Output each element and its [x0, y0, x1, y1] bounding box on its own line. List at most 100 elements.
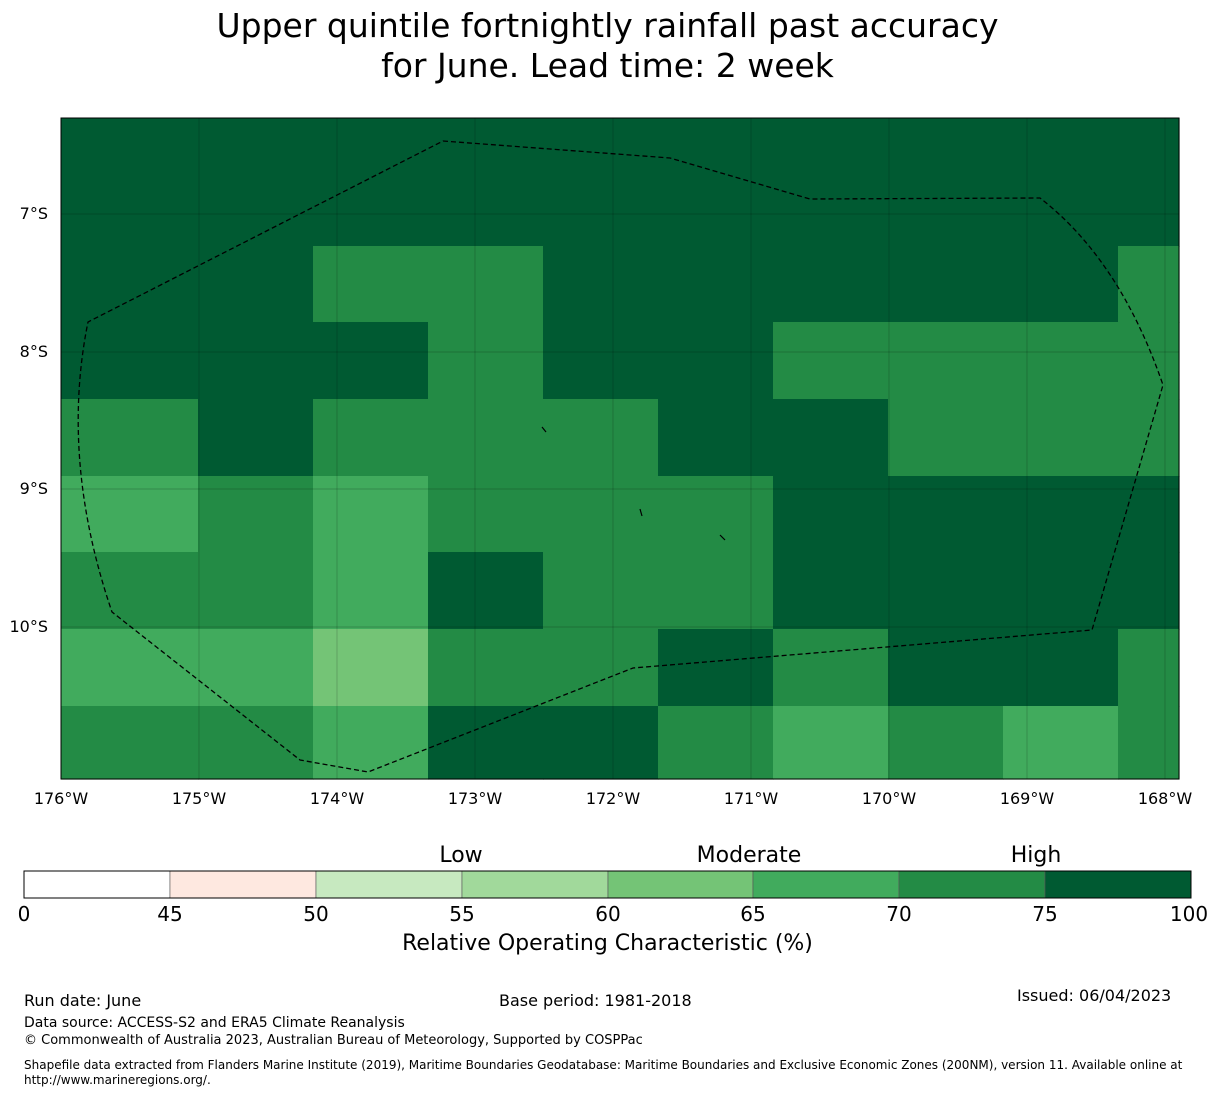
grid-cell — [428, 322, 544, 400]
grid-cell — [313, 476, 429, 553]
grid-cell — [61, 246, 199, 323]
grid-cell — [313, 322, 429, 400]
lat-label: 8°S — [19, 342, 48, 361]
lon-label: 168°W — [1137, 789, 1193, 808]
grid-cell — [198, 706, 314, 780]
map-gridlines — [61, 118, 1179, 779]
base-period: Base period: 1981-2018 — [499, 991, 692, 1010]
grid-cell — [428, 552, 544, 630]
colorbar-tick: 70 — [886, 902, 912, 926]
grid-cell — [1118, 322, 1180, 400]
lon-label: 172°W — [585, 789, 641, 808]
colorbar-segment — [898, 870, 1046, 899]
colorbar-tick: 75 — [1032, 902, 1058, 926]
grid-cell — [313, 552, 429, 630]
chart-title: Upper quintile fortnightly rainfall past… — [0, 6, 1215, 86]
grid-cell — [313, 118, 429, 247]
colorbar-segment — [23, 870, 171, 899]
grid-cell — [773, 552, 889, 630]
grid-cell — [773, 706, 889, 780]
grid-cell — [773, 629, 889, 707]
grid-cell — [543, 476, 659, 553]
lat-label: 7°S — [19, 204, 48, 223]
grid-cell — [888, 552, 1004, 630]
colorbar-tick: 50 — [303, 902, 329, 926]
colorbar-word-high: High — [1010, 843, 1062, 868]
colorbar-segment — [607, 870, 754, 899]
grid-cell — [428, 246, 544, 323]
grid-cell — [543, 246, 659, 323]
colorbar-frame — [23, 870, 1192, 899]
grid-cell — [658, 322, 774, 400]
grid-cell — [61, 476, 199, 553]
grid-cell — [1118, 476, 1180, 553]
colorbar-segment — [1044, 870, 1192, 899]
grid-cell — [658, 399, 774, 477]
grid-cell — [773, 246, 889, 323]
grid-cell — [888, 629, 1004, 707]
colorbar-tick: 60 — [595, 902, 621, 926]
map-grid-cells — [61, 118, 1180, 780]
grid-cell — [61, 552, 199, 630]
lat-label: 10°S — [9, 617, 48, 636]
grid-cell — [428, 118, 544, 247]
colorbar-segment — [752, 870, 900, 899]
copyright: © Commonwealth of Australia 2023, Austra… — [24, 1033, 643, 1048]
lat-label: 9°S — [19, 479, 48, 498]
grid-cell — [313, 629, 429, 707]
data-source: Data source: ACCESS-S2 and ERA5 Climate … — [24, 1015, 405, 1031]
lon-label: 176°W — [33, 789, 89, 808]
colorbar-tick: 65 — [740, 902, 766, 926]
eez-boundary — [77, 140, 1164, 773]
grid-cell — [658, 246, 774, 323]
lon-label: 173°W — [447, 789, 503, 808]
grid-cell — [313, 706, 429, 780]
grid-cell — [1118, 629, 1180, 707]
grid-cell — [198, 322, 314, 400]
grid-cell — [61, 118, 199, 247]
grid-cell — [1118, 399, 1180, 477]
grid-cell — [198, 629, 314, 707]
grid-cell — [888, 118, 1004, 247]
grid-cell — [888, 706, 1004, 780]
colorbar-segment — [169, 870, 317, 899]
grid-cell — [1003, 246, 1119, 323]
grid-cell — [1003, 399, 1119, 477]
grid-cell — [543, 552, 659, 630]
shapefile-credit: Shapefile data extracted from Flanders M… — [24, 1058, 1183, 1087]
grid-cell — [61, 706, 199, 780]
colorbar-label: Relative Operating Characteristic (%) — [402, 931, 813, 956]
grid-cell — [198, 552, 314, 630]
grid-cell — [658, 706, 774, 780]
grid-cell — [543, 706, 659, 780]
grid-cell — [313, 246, 429, 323]
grid-cell — [888, 246, 1004, 323]
grid-cell — [543, 118, 659, 247]
title-line-1: Upper quintile fortnightly rainfall past… — [216, 6, 999, 45]
grid-cell — [888, 399, 1004, 477]
grid-cell — [658, 476, 774, 553]
colorbar-tick: 55 — [449, 902, 475, 926]
grid-cell — [658, 629, 774, 707]
colorbar — [23, 870, 1192, 899]
title-line-2: for June. Lead time: 2 week — [381, 46, 834, 85]
grid-cell — [61, 322, 199, 400]
grid-cell — [61, 399, 199, 477]
colorbar-word-low: Low — [439, 843, 483, 868]
colorbar-segment — [315, 870, 463, 899]
grid-cell — [543, 399, 659, 477]
lon-label: 174°W — [309, 789, 365, 808]
issued-date: Issued: 06/04/2023 — [1017, 986, 1172, 1005]
grid-cell — [1003, 476, 1119, 553]
grid-cell — [428, 476, 544, 553]
colorbar-tick: 45 — [157, 902, 183, 926]
colorbar-tick: 0 — [17, 902, 31, 926]
grid-cell — [61, 629, 199, 707]
grid-cell — [1118, 552, 1180, 630]
grid-cell — [773, 322, 889, 400]
grid-cell — [428, 629, 544, 707]
grid-cell — [428, 706, 544, 780]
grid-cell — [198, 118, 314, 247]
colorbar-word-moderate: Moderate — [696, 843, 802, 868]
grid-cell — [658, 118, 774, 247]
